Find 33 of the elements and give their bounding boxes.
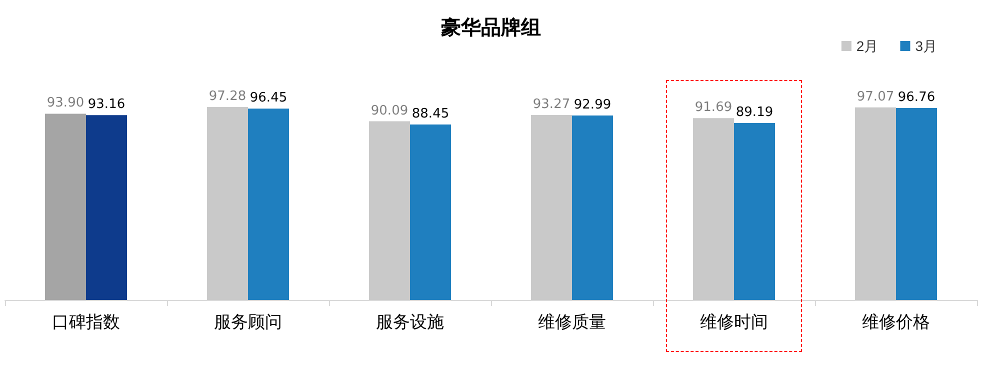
data-label: 88.45 xyxy=(412,106,450,122)
bar xyxy=(734,123,775,300)
x-tick-label: 维修质量 xyxy=(538,312,606,332)
legend-label: 3月 xyxy=(915,38,938,54)
chart-title: 豪华品牌组 xyxy=(440,15,541,39)
data-label: 90.09 xyxy=(370,103,408,118)
x-tick-label: 维修价格 xyxy=(862,312,930,332)
bar xyxy=(896,108,937,300)
data-label: 93.16 xyxy=(88,97,126,112)
bar xyxy=(86,115,127,300)
x-tick-label: 服务设施 xyxy=(376,312,444,332)
data-label: 89.19 xyxy=(736,105,774,120)
data-label: 91.69 xyxy=(694,100,732,116)
data-label: 97.07 xyxy=(856,89,894,104)
x-tick-label: 口碑指数 xyxy=(52,312,120,332)
x-tick-label: 维修时间 xyxy=(700,312,768,332)
bar xyxy=(572,116,613,300)
bar xyxy=(207,107,248,300)
data-label: 93.90 xyxy=(46,96,84,111)
bar xyxy=(45,114,86,300)
bar xyxy=(531,114,572,300)
legend-label: 2月 xyxy=(856,38,878,54)
bar xyxy=(855,107,896,300)
bar xyxy=(693,118,734,300)
data-label: 92.99 xyxy=(574,98,612,113)
data-label: 96.45 xyxy=(250,90,288,106)
data-label: 97.28 xyxy=(208,89,246,104)
x-tick-label: 服务顾问 xyxy=(214,312,282,332)
bar xyxy=(410,124,451,300)
data-label: 93.27 xyxy=(532,96,570,112)
bar xyxy=(248,108,289,300)
data-label: 96.76 xyxy=(898,90,936,106)
bar xyxy=(369,121,410,300)
